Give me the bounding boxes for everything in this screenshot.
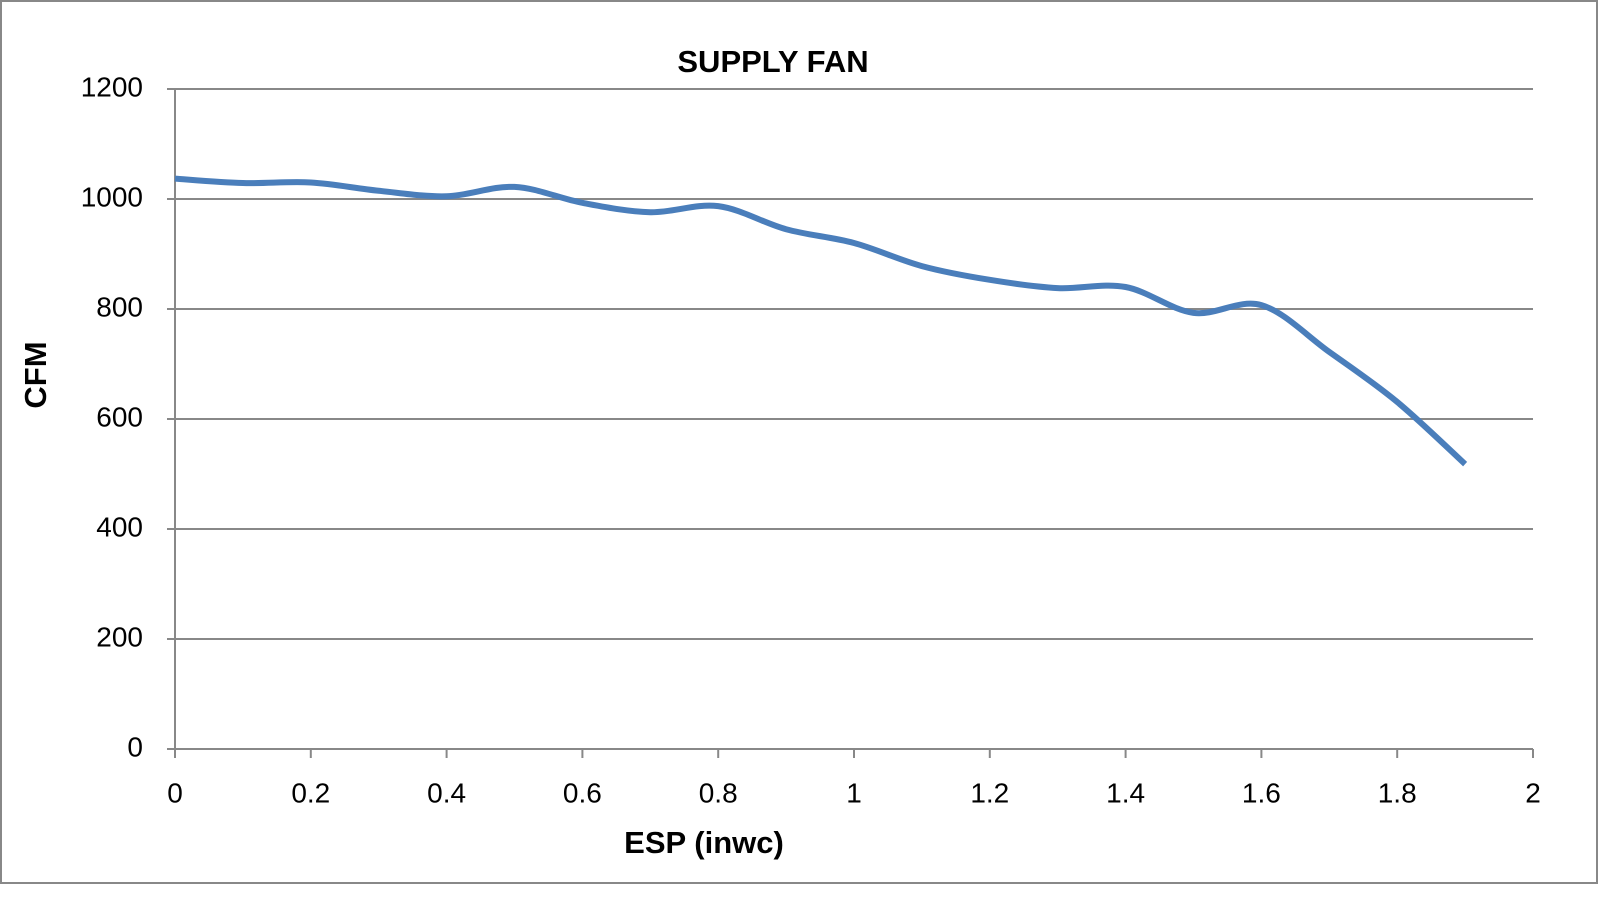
- data-line: [174, 175, 1468, 467]
- x-tick-label: 2: [1525, 777, 1541, 808]
- x-tick-label: 1.6: [1242, 777, 1281, 808]
- x-tick-label: 0.4: [427, 777, 466, 808]
- x-tick-label: 0.6: [563, 777, 602, 808]
- chart-title: SUPPLY FAN: [677, 44, 868, 79]
- y-tick-label: 600: [96, 401, 143, 432]
- y-tick-label: 0: [127, 731, 143, 762]
- x-tick-label: 0.8: [699, 777, 738, 808]
- x-tick-label: 1.2: [970, 777, 1009, 808]
- y-tick-label: 400: [96, 511, 143, 542]
- y-axis-title: CFM: [18, 341, 53, 408]
- y-tick-label: 1200: [81, 71, 143, 102]
- chart-border: [0, 0, 1598, 884]
- y-tick-label: 200: [96, 621, 143, 652]
- x-tick-label: 1.4: [1106, 777, 1145, 808]
- x-tick-label: 1: [846, 777, 862, 808]
- y-tick-label: 800: [96, 291, 143, 322]
- x-axis-title: ESP (inwc): [624, 825, 784, 860]
- x-tick-label: 0.2: [291, 777, 330, 808]
- x-tick-label: 0: [167, 777, 183, 808]
- x-tick-label: 1.8: [1378, 777, 1417, 808]
- y-tick-label: 1000: [81, 181, 143, 212]
